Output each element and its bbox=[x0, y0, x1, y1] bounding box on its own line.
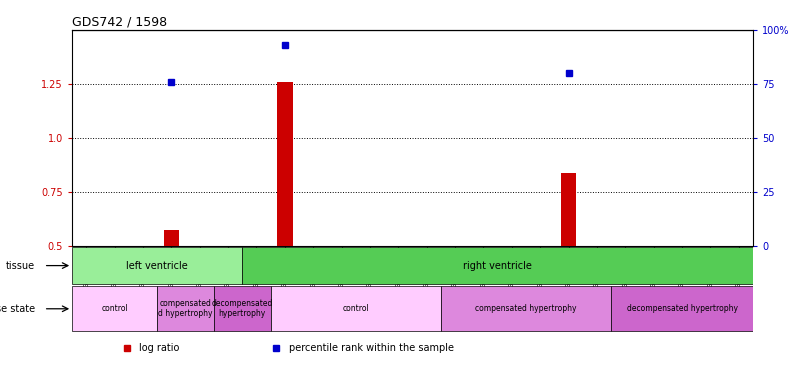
Text: decompensated hypertrophy: decompensated hypertrophy bbox=[626, 304, 738, 313]
Text: compensated hypertrophy: compensated hypertrophy bbox=[475, 304, 577, 313]
Text: control: control bbox=[101, 304, 128, 313]
Bar bbox=[157, 286, 214, 332]
Text: tissue: tissue bbox=[6, 261, 35, 271]
Text: decompensated
hypertrophy: decompensated hypertrophy bbox=[211, 299, 273, 318]
Bar bbox=[611, 286, 753, 332]
Bar bbox=[163, 230, 179, 246]
Bar bbox=[242, 247, 753, 284]
Text: right ventricle: right ventricle bbox=[463, 261, 532, 271]
Text: percentile rank within the sample: percentile rank within the sample bbox=[288, 343, 453, 353]
Text: control: control bbox=[342, 304, 369, 313]
Text: compensated
d hypertrophy: compensated d hypertrophy bbox=[159, 299, 213, 318]
Text: log ratio: log ratio bbox=[139, 343, 179, 353]
Text: GDS742 / 1598: GDS742 / 1598 bbox=[72, 16, 167, 29]
Bar bbox=[561, 172, 577, 246]
Bar bbox=[214, 286, 271, 332]
Text: left ventricle: left ventricle bbox=[127, 261, 188, 271]
Bar bbox=[441, 286, 611, 332]
Bar bbox=[271, 286, 441, 332]
Bar bbox=[277, 82, 292, 246]
Bar bbox=[72, 247, 242, 284]
Text: disease state: disease state bbox=[0, 304, 35, 314]
Bar bbox=[72, 286, 157, 332]
